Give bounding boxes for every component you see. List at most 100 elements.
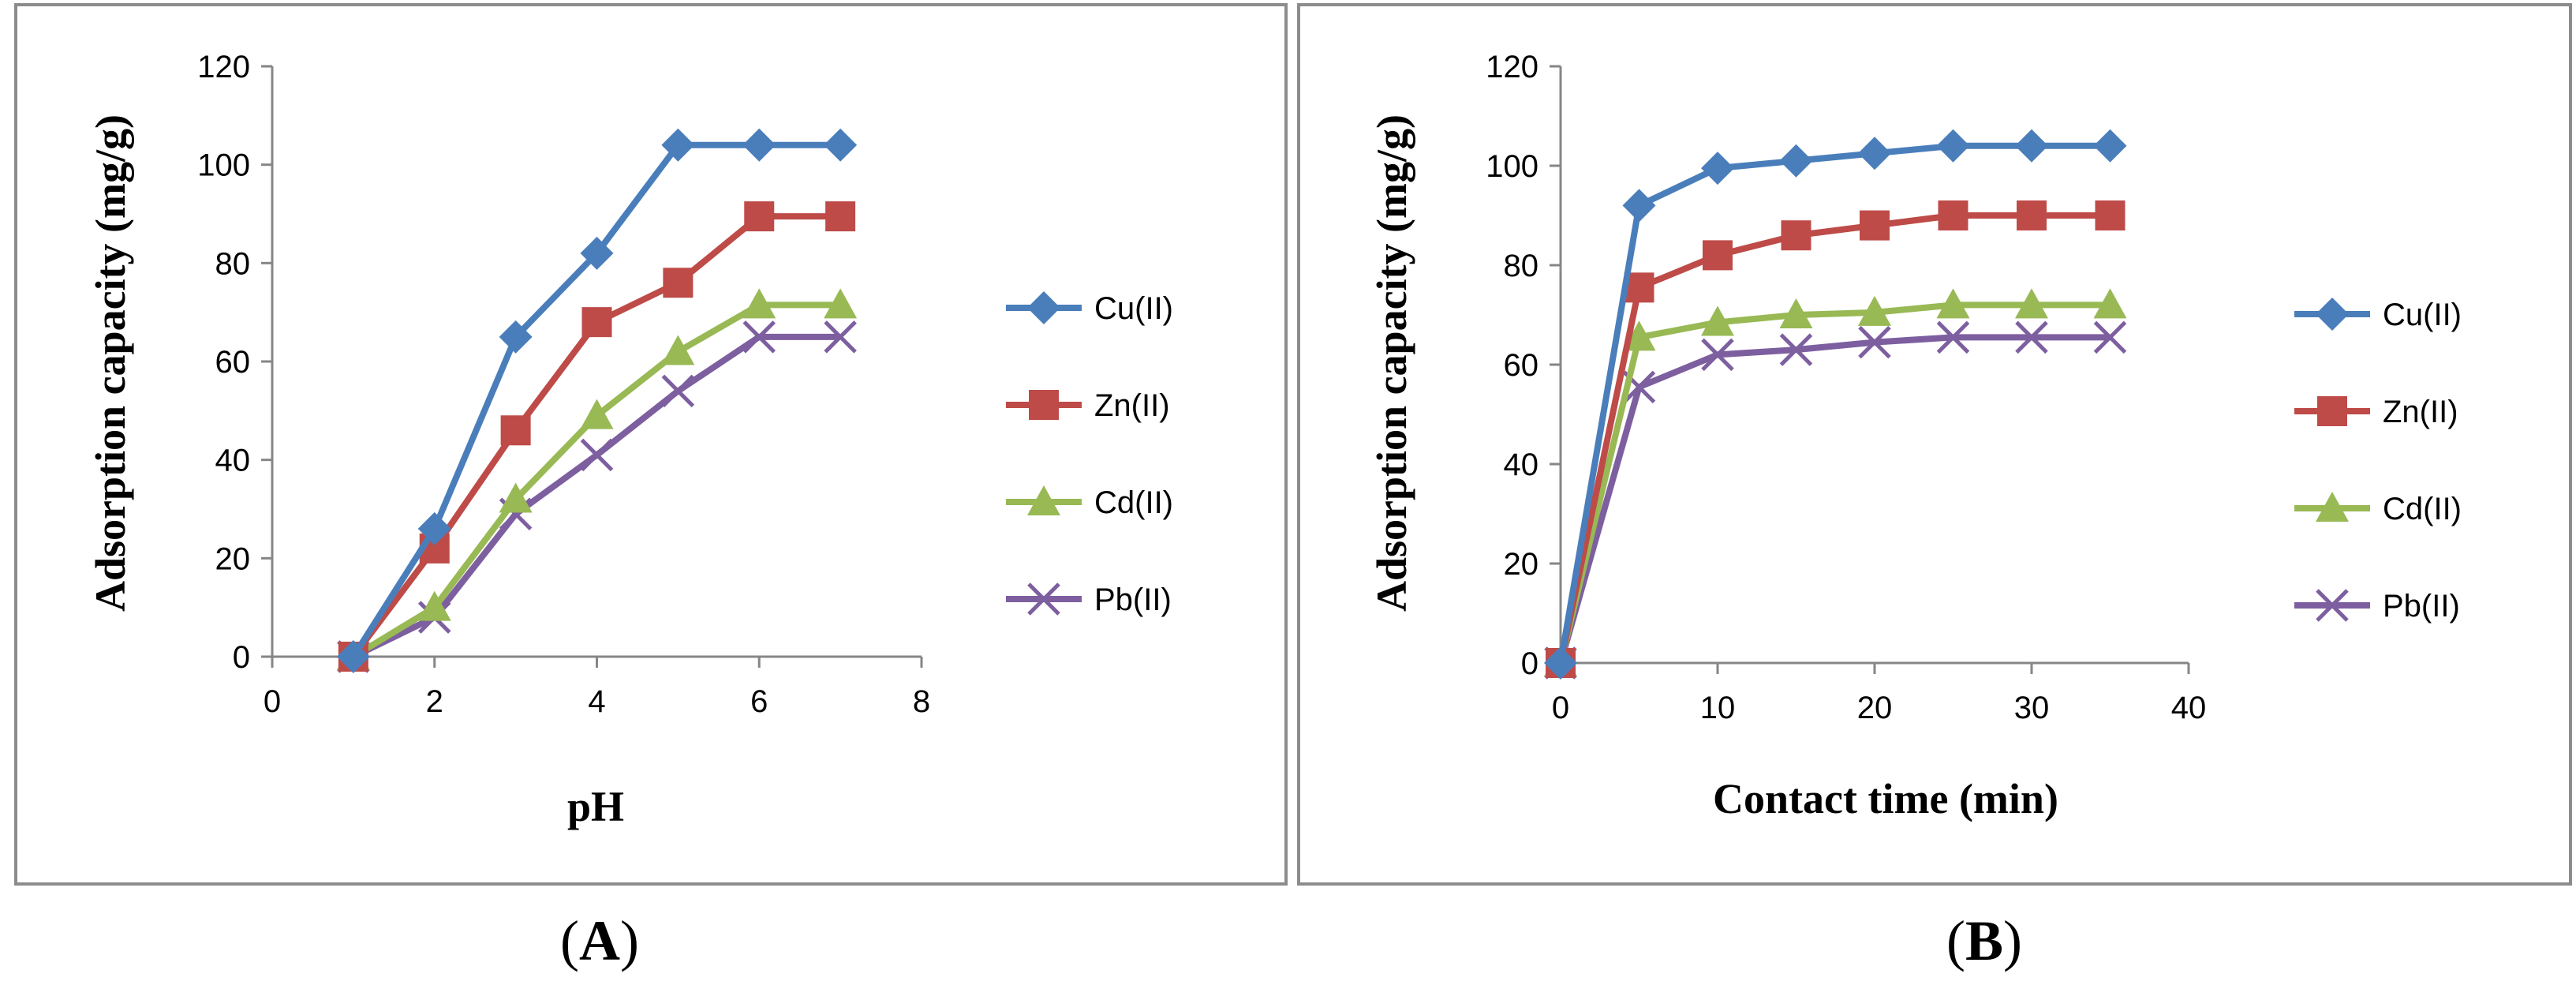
data-point (2095, 200, 2125, 230)
data-point (1701, 305, 1734, 336)
data-point (2015, 288, 2048, 319)
panel-a-y-tick-label: 60 (215, 345, 251, 380)
data-point (1858, 137, 1891, 170)
legend-marker (1027, 485, 1060, 515)
data-point (1701, 152, 1734, 185)
panel-b-frame (1297, 3, 2572, 886)
data-point (1622, 189, 1656, 223)
legend-label: Pb(II) (2383, 589, 2460, 624)
panel-a-y-tick-label: 0 (233, 640, 250, 675)
data-point (499, 482, 533, 513)
legend-marker (1027, 582, 1060, 616)
data-point (825, 201, 856, 232)
data-point (742, 128, 776, 162)
data-point (2015, 129, 2048, 163)
panel-a-legend: Cu(II) Zn(II) Cd(II) Pb(II) (1006, 291, 1173, 617)
panel-b-y-tick-label: 100 (1486, 149, 1538, 184)
panel-b-legend-item: Zn(II) (2294, 395, 2458, 429)
legend-label: Cu(II) (1094, 291, 1173, 326)
panel-b-x-tick-label: 10 (1700, 691, 1736, 725)
panel-b-x-tick-label: 40 (2171, 691, 2207, 725)
data-point (1779, 298, 1813, 328)
legend-label: Cd(II) (1094, 485, 1173, 520)
data-point (1936, 288, 1970, 319)
data-point (581, 307, 612, 338)
data-point (1858, 295, 1891, 326)
legend-label: Pb(II) (1094, 582, 1172, 617)
series-line (1557, 301, 2111, 664)
legend-marker (1027, 291, 1060, 324)
data-point (1936, 320, 1970, 354)
panel-a-legend-item: Cd(II) (1006, 485, 1173, 520)
panel-b-legend: Cu(II) Zn(II) Cd(II) Pb(II) (2294, 298, 2462, 624)
data-point (2093, 129, 2127, 163)
data-point (661, 374, 695, 408)
panel-a-x-tick-label: 2 (426, 684, 443, 719)
data-point (499, 320, 533, 354)
panel-b-x-axis-title: Contact time (min) (1713, 775, 2058, 822)
panel-b-legend-item: Cd(II) (2294, 492, 2462, 526)
panel-a: 0 20 40 60 80 100 120 0 2 4 6 8 Cu(II) Zn(II) Cd(II) P… (14, 3, 1288, 886)
legend-marker (2316, 298, 2349, 331)
panel-a-legend-item: Zn(II) (1006, 388, 1170, 423)
panel-a-y-tick-label: 100 (197, 148, 250, 183)
panel-b-series-cdii (1544, 288, 2127, 676)
panel-a-grid-axes: 0 20 40 60 80 100 120 0 2 4 6 8 (197, 50, 930, 719)
data-point (1779, 333, 1813, 366)
legend-label: Cd(II) (2383, 492, 2462, 526)
panel-b-legend-item: Cu(II) (2294, 298, 2462, 332)
data-point (1938, 200, 1968, 230)
panel-a-legend-item: Cu(II) (1006, 291, 1173, 326)
legend-marker (2316, 492, 2349, 522)
data-point (1622, 320, 1656, 351)
panel-a-series-cuii (336, 128, 858, 673)
data-point (336, 640, 370, 673)
panel-b-y-tick-label: 0 (1521, 646, 1538, 681)
panel-a-legend-item: Pb(II) (1006, 582, 1172, 617)
data-point (824, 320, 857, 354)
legend-marker (1029, 390, 1059, 420)
panel-a-x-axis-title: pH (567, 783, 624, 830)
data-point (661, 335, 695, 365)
legend-label: Cu(II) (2383, 298, 2462, 332)
data-point (2093, 288, 2127, 319)
data-point (1936, 129, 1970, 163)
data-point (580, 438, 614, 472)
data-point (1860, 210, 1890, 241)
data-point (742, 320, 776, 354)
data-point (417, 511, 451, 545)
series-line (1557, 334, 2111, 665)
panel-a-y-tick-label: 40 (215, 444, 251, 478)
panel-b-y-tick-label: 120 (1486, 50, 1538, 84)
panel-b-x-tick-label: 20 (1857, 691, 1893, 725)
panel-a-x-tick-label: 8 (913, 684, 930, 719)
data-point (2093, 320, 2127, 354)
data-point (580, 236, 614, 270)
panel-b-series-znii (1546, 200, 2125, 678)
panel-b-caption: (B) (1946, 909, 2022, 972)
legend-label: Zn(II) (2383, 395, 2458, 429)
data-point (1701, 338, 1734, 372)
data-point (2015, 320, 2048, 354)
data-point (744, 201, 775, 232)
panel-a-y-axis-title: Adsorption capacity (mg/g) (87, 114, 134, 612)
panel-b-legend-item: Pb(II) (2294, 589, 2460, 624)
panel-b-caption-letter: B (1965, 909, 2003, 972)
panel-a-x-tick-label: 6 (750, 684, 768, 719)
data-point (2017, 200, 2047, 230)
data-point (500, 415, 531, 446)
panel-b-x-tick-label: 30 (2014, 691, 2050, 725)
panel-a-x-tick-label: 4 (588, 684, 605, 719)
panel-b-series (1544, 129, 2127, 680)
panel-b-y-tick-label: 60 (1504, 348, 1539, 383)
panel-a-y-tick-label: 20 (215, 541, 251, 576)
panel-a-frame (14, 3, 1288, 886)
data-point (824, 288, 858, 319)
data-point (1858, 325, 1891, 359)
data-point (1779, 144, 1813, 178)
panel-b-grid-axes: 0 20 40 60 80 100 120 0 10 20 30 40 (1486, 50, 2206, 725)
panel-a-y-tick-label: 80 (215, 246, 251, 281)
legend-label: Zn(II) (1094, 388, 1170, 423)
data-point (417, 590, 451, 621)
